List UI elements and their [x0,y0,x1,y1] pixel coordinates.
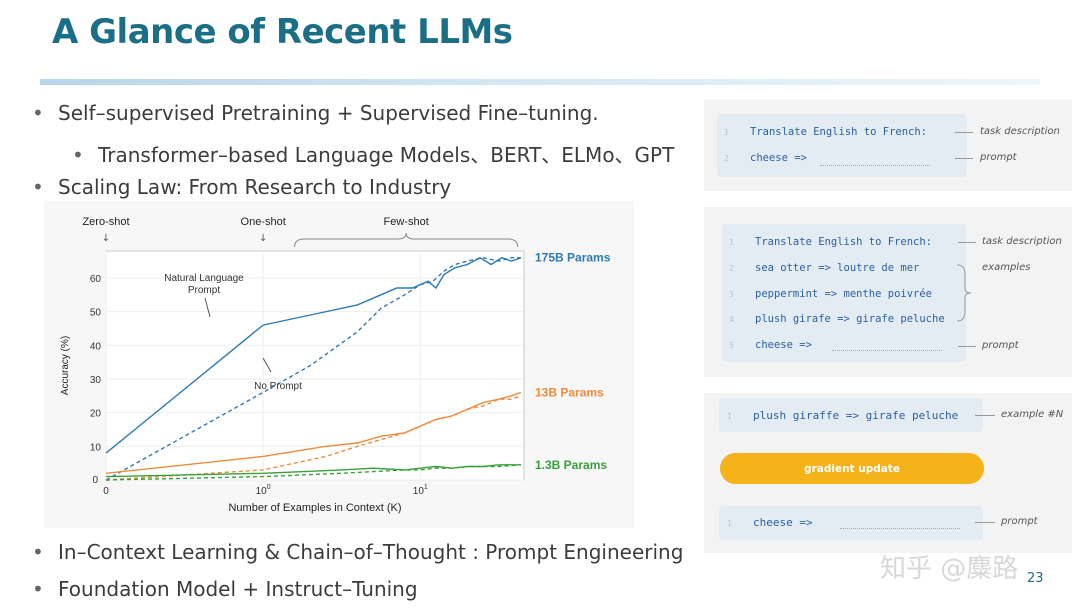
examples-brace-icon [956,264,972,322]
y-tick-label: 30 [90,375,102,386]
bullet-dot: • [32,577,44,601]
y-tick-label: 40 [90,341,102,352]
bullet-dot: • [32,175,44,199]
bullet-transformer-models: • Transformer–based Language Models、BERT、… [72,139,674,168]
bullet-foundation-model: • Foundation Model + Instruct–Tuning [32,577,418,601]
slide-title: A Glance of Recent LLMs [52,12,513,52]
y-axis-label: Accuracy (%) [60,336,71,395]
line-number: 4 [729,315,734,324]
annotation-no-prompt: No Prompt [254,381,302,392]
gradient-update-button[interactable]: gradient update [720,453,984,484]
code-line-prompt: cheese => [750,152,807,164]
code-line-example-1: sea otter => loutre de mer [755,262,920,274]
bullet-text: Self–supervised Pretraining + Supervised… [58,101,599,125]
prompt-label: prompt [1001,516,1038,527]
few-shot-label: Few-shot [384,216,429,228]
bullet-dot: • [72,143,84,167]
prompt-blank-line [840,528,960,529]
few-shot-brace [294,232,519,248]
code-line-task: Translate English to French: [755,236,933,248]
code-line-task: Translate English to French: [750,126,928,138]
code-line-example: plush giraffe => girafe peluche [753,409,959,422]
series-label: 13B Params [535,385,604,399]
series-line-1 [105,256,521,481]
pointer-line [958,242,976,243]
page-number: 23 [1027,571,1044,586]
line-number: 2 [729,264,734,273]
pointer-line [975,415,995,416]
code-line-prompt: cheese => [755,339,812,351]
down-arrow-icon: ↓ [102,233,110,244]
series-line-5 [105,464,521,481]
annotation-natural-language: Natural Language [164,273,244,284]
series-label: 1.3B Params [535,458,607,472]
example-n-label: example #N [1001,409,1064,420]
code-line-example-2: peppermint => menthe poivrée [755,288,933,300]
examples-label: examples [982,262,1031,273]
title-divider [40,79,1040,85]
bullet-in-context-learning: • In–Context Learning & Chain–of–Thought … [32,540,683,564]
pointer-line [955,158,973,159]
prompt-blank-line [820,165,930,166]
task-description-label: task description [980,126,1060,137]
bullet-text: Transformer–based Language Models、BERT、E… [98,143,675,167]
series-label: 175B Params [535,251,611,265]
x-tick-label: 101 [413,484,428,497]
task-description-label: task description [982,236,1062,247]
watermark: 知乎 @麋路 [880,554,1019,584]
bullet-text: Scaling Law: From Research to Industry [58,175,452,199]
line-number: 1 [724,128,729,137]
code-line-example-3: plush girafe => girafe peluche [755,313,945,325]
few-shot-codebox [722,224,966,362]
bullet-scaling-law: • Scaling Law: From Research to Industry [32,175,451,199]
line-number: 1 [729,238,734,247]
line-number: 3 [729,290,734,299]
pointer-line [955,132,973,133]
y-tick-label: 10 [90,442,102,453]
pointer-line [975,522,995,523]
down-arrow-icon: ↓ [259,233,267,244]
prompt-blank-line [832,350,942,351]
annotation-pointer [204,297,211,318]
bullet-pretraining: • Self–supervised Pretraining + Supervise… [32,101,599,125]
bullet-text: Foundation Model + Instruct–Tuning [58,577,418,601]
pointer-line [958,346,976,347]
line-number: 5 [729,341,734,350]
bullet-dot: • [32,101,44,125]
zero-shot-codebox [717,114,967,177]
code-line-prompt: cheese => [753,516,813,529]
prompt-label: prompt [980,152,1017,163]
series-line-3 [105,395,522,481]
line-number: 2 [724,154,729,163]
bullet-text: In–Context Learning & Chain–of–Thought :… [58,540,684,564]
y-tick-label: 0 [92,475,98,486]
scaling-chart: 0 10 20 30 40 50 60 0 100 101 Number of Examples i… [44,201,634,528]
example-codebox [719,398,983,432]
shot-label: Zero-shot [82,216,129,228]
x-axis-label: Number of Examples in Context (K) [228,502,401,514]
shot-label: One-shot [241,216,286,228]
annotation-prompt: Prompt [188,285,220,296]
prompt-codebox [719,506,983,540]
scaling-chart-svg: 0 10 20 30 40 50 60 0 100 101 Number of Examples i… [60,216,611,514]
y-tick-label: 60 [90,274,102,285]
y-tick-label: 50 [90,308,102,319]
line-number: 1 [727,412,732,421]
x-tick-label: 0 [103,486,109,497]
prompt-label: prompt [982,340,1019,351]
bullet-dot: • [32,540,44,564]
y-tick-label: 20 [90,409,102,420]
x-tick-label: 100 [256,484,271,497]
line-number: 1 [727,519,732,528]
annotation-pointer [262,357,272,373]
series-line-0 [105,256,522,454]
